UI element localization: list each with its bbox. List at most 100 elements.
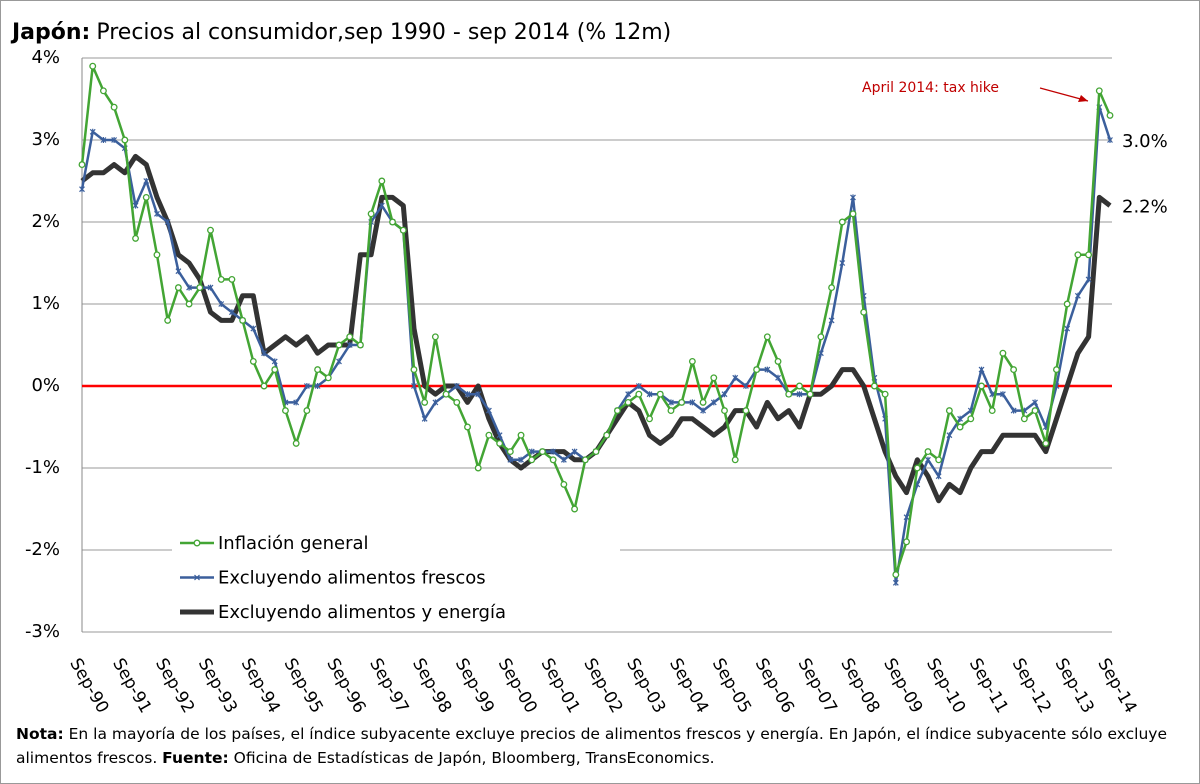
marker: [324, 374, 332, 382]
x-tick-label: Sep-99: [451, 655, 498, 717]
marker: [539, 448, 546, 456]
marker: [175, 268, 182, 275]
marker: [239, 316, 247, 324]
end-label: 3.0%: [1122, 131, 1168, 152]
marker: [710, 374, 718, 382]
marker: [946, 432, 953, 439]
y-tick-label: 2%: [31, 211, 60, 232]
marker: [335, 341, 343, 349]
marker: [978, 366, 985, 373]
marker: [699, 398, 707, 406]
marker: [506, 448, 514, 456]
marker: [1064, 325, 1071, 332]
marker: [646, 391, 653, 398]
marker: [763, 333, 771, 341]
x-tick-label: Sep-10: [922, 655, 969, 717]
marker: [688, 357, 696, 365]
marker: [624, 398, 632, 406]
marker: [1085, 276, 1092, 283]
marker: [367, 210, 375, 218]
marker: [828, 284, 836, 292]
marker: [988, 407, 996, 415]
marker: [550, 448, 557, 455]
series-line: [80, 105, 1112, 585]
marker: [336, 358, 342, 365]
marker: [228, 309, 235, 316]
marker: [121, 136, 129, 144]
source-text: Oficina de Estadísticas de Japón, Bloomb…: [228, 749, 715, 767]
marker: [1010, 407, 1017, 414]
legend-label: Excluyendo alimentos y energía: [218, 602, 506, 623]
marker: [453, 383, 460, 389]
x-tick-label: Sep-02: [579, 655, 626, 717]
marker: [903, 514, 910, 521]
marker: [700, 407, 707, 414]
marker: [839, 260, 846, 266]
x-tick-label: Sep-12: [1008, 655, 1055, 717]
marker: [453, 398, 461, 406]
marker: [721, 407, 728, 415]
marker: [1095, 87, 1103, 95]
x-tick-label: Sep-94: [237, 655, 284, 717]
marker: [292, 439, 300, 447]
marker: [174, 284, 182, 292]
x-tick-label: Sep-90: [65, 655, 112, 717]
marker: [625, 391, 632, 398]
marker: [613, 407, 621, 415]
marker: [903, 538, 910, 546]
marker: [764, 366, 771, 373]
x-tick-label: Sep-00: [494, 655, 541, 717]
marker: [838, 218, 846, 226]
x-tick-label: Sep-08: [836, 655, 883, 717]
marker: [1020, 415, 1028, 423]
marker: [346, 333, 354, 341]
marker: [432, 399, 439, 406]
marker: [775, 374, 781, 381]
x-tick-label: Sep-96: [322, 655, 369, 717]
x-tick-label: Sep-97: [365, 655, 412, 717]
marker: [143, 178, 150, 184]
marker: [571, 448, 578, 455]
marker: [485, 407, 492, 414]
marker: [1010, 366, 1018, 374]
marker: [560, 456, 567, 463]
marker: [850, 194, 856, 201]
legend-box: [172, 524, 620, 630]
marker: [603, 431, 611, 439]
legend: Inflación general Excluyendo alimentos fr…: [180, 533, 506, 623]
marker: [892, 579, 899, 586]
marker: [945, 407, 953, 415]
marker: [1074, 251, 1082, 259]
marker: [978, 382, 985, 390]
marker: [742, 407, 750, 415]
marker: [785, 390, 793, 398]
marker: [1063, 300, 1071, 308]
legend-label: Excluyendo alimentos frescos: [218, 568, 486, 589]
marker: [293, 399, 300, 406]
marker: [496, 439, 504, 447]
end-label: 2.2%: [1122, 197, 1168, 218]
x-tick-label: Sep-14: [1093, 655, 1140, 717]
marker: [646, 415, 653, 423]
marker: [667, 407, 675, 415]
marker: [207, 284, 214, 291]
marker: [925, 456, 931, 463]
title-prefix: Japón:: [10, 20, 90, 45]
marker: [892, 571, 900, 579]
marker: [860, 308, 868, 316]
marker: [399, 226, 407, 234]
marker: [1031, 407, 1039, 415]
marker: [431, 333, 439, 341]
marker: [774, 357, 782, 365]
marker: [560, 480, 568, 488]
marker: [142, 193, 150, 201]
marker: [78, 161, 86, 169]
y-tick-label: 0%: [31, 375, 60, 396]
x-tick-label: Sep-93: [194, 655, 241, 717]
marker: [935, 473, 942, 480]
marker: [100, 137, 107, 143]
marker: [250, 325, 257, 332]
x-tick-label: Sep-92: [151, 655, 198, 717]
marker: [635, 383, 642, 389]
marker: [796, 391, 803, 398]
